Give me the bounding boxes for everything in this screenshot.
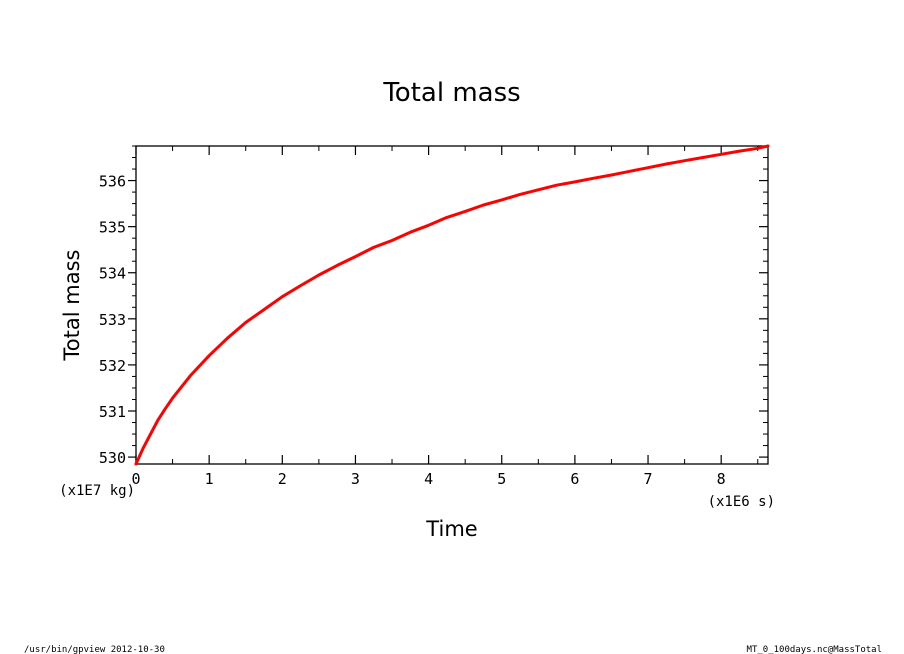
axis-ticks [128,145,768,464]
x-tick-label: 7 [644,470,653,488]
y-tick-label: 530 [99,449,126,467]
x-tick-label: 2 [278,470,287,488]
y-tick-label: 531 [99,403,126,421]
x-tick-label: 5 [497,470,506,488]
y-tick-label: 535 [99,219,126,237]
x-axis-label: Time [425,517,477,541]
x-tick-label: 4 [424,470,433,488]
y-tick-label: 533 [99,311,126,329]
x-tick-label: 0 [131,470,140,488]
chart-title: Total mass [382,78,520,108]
x-tick-label: 1 [205,470,214,488]
y-tick-label: 536 [99,173,126,191]
x-tick-label: 8 [717,470,726,488]
plot-frame [135,145,769,465]
series-group [134,144,770,466]
x-unit-label: (x1E6 s) [708,494,775,510]
series-line-total-mass [134,144,770,466]
x-tick-label: 3 [351,470,360,488]
x-tick-label: 6 [570,470,579,488]
footer-right: MT_0_100days.nc@MassTotal [747,645,882,654]
x-tick-labels: 0 1 2 3 4 5 6 7 8 [131,470,725,488]
footer-left: /usr/bin/gpview 2012-10-30 [24,645,165,654]
plot-area: 0 1 2 3 4 5 6 7 8 530 531 532 533 534 535 536 [99,144,770,488]
y-unit-label: (x1E7 kg) [59,483,135,499]
y-tick-label: 532 [99,357,126,375]
y-tick-label: 534 [99,265,126,283]
y-axis-label: Total mass [60,250,84,362]
y-tick-labels: 530 531 532 533 534 535 536 [99,173,126,468]
